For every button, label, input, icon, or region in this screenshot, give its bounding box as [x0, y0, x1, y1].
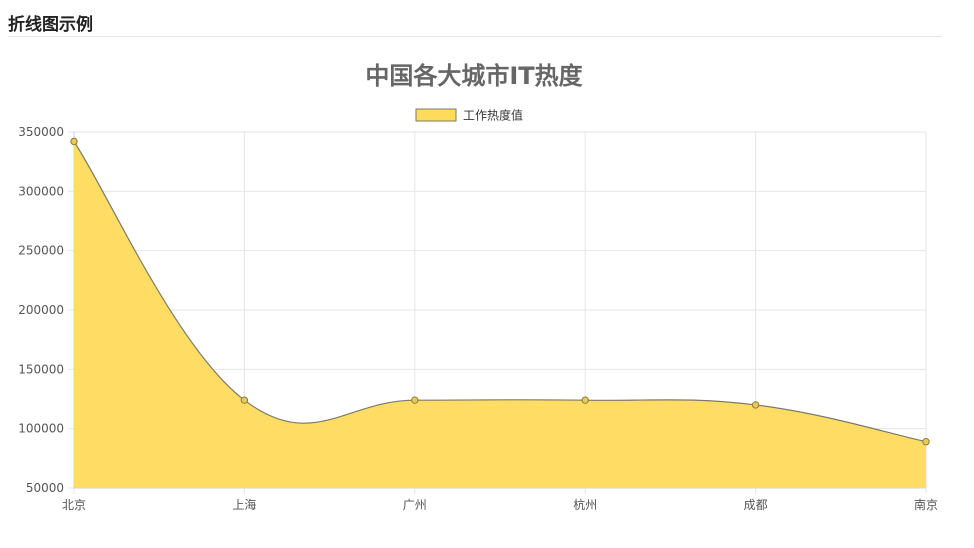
series-line: [73, 141, 927, 443]
chart-title: 中国各大城市IT热度: [365, 62, 583, 90]
y-tick-label: 100000: [18, 422, 64, 436]
x-tick-label: 广州: [403, 498, 427, 512]
data-points: [70, 137, 930, 446]
legend-label[interactable]: 工作热度值: [463, 108, 523, 123]
page-title: 折线图示例: [8, 15, 93, 35]
y-tick-label: 50000: [26, 481, 64, 495]
y-tick-label: 300000: [18, 184, 64, 198]
page-header: 折线图示例: [8, 6, 942, 37]
data-point[interactable]: [581, 396, 589, 404]
data-point[interactable]: [70, 137, 78, 146]
y-tick-label: 200000: [18, 303, 64, 317]
data-point[interactable]: [922, 438, 930, 446]
legend-swatch[interactable]: [415, 108, 457, 122]
y-axis-ticks: 50000 100000 150000 200000 250000 300000 35000…: [18, 125, 64, 495]
x-tick-label: 成都: [744, 498, 768, 512]
y-tick-label: 250000: [18, 244, 64, 258]
x-tick-label: 南京: [914, 497, 938, 512]
data-point[interactable]: [411, 396, 419, 404]
series-area: [73, 141, 927, 488]
data-point[interactable]: [240, 396, 249, 404]
x-tick-label: 北京: [62, 498, 86, 512]
y-tick-label: 150000: [18, 362, 64, 376]
x-tick-label: 上海: [232, 497, 256, 512]
series-area-fill: [74, 141, 926, 488]
x-axis-ticks: 北京 上海 广州 杭州 成都 南京: [62, 497, 938, 512]
y-tick-label: 350000: [18, 125, 64, 139]
x-tick-label: 杭州: [573, 497, 597, 512]
data-point[interactable]: [751, 401, 760, 409]
chart-legend[interactable]: 工作热度值: [415, 108, 523, 123]
